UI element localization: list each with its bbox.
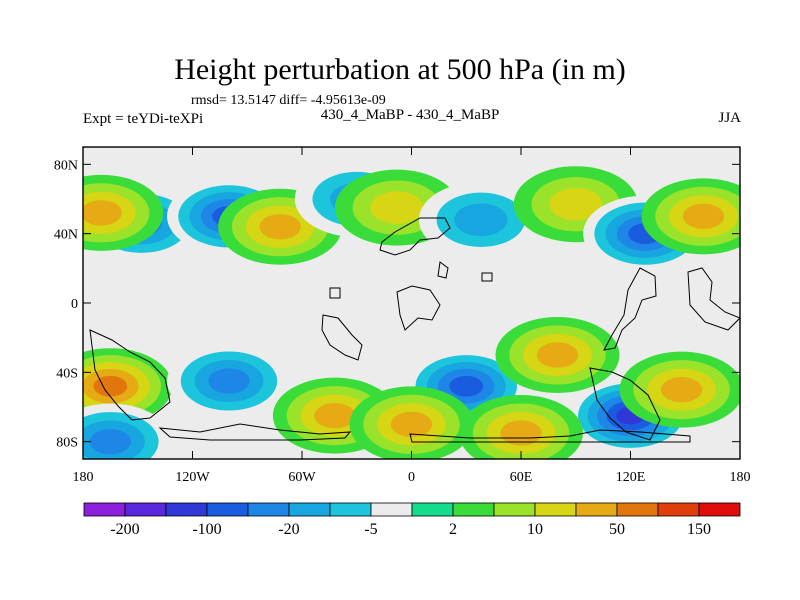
x-tick-label: 120W [175, 470, 210, 485]
colorbar-swatch [411, 502, 454, 517]
contour-sh-high-south-pacific-west [93, 375, 128, 397]
anomaly-sh-high-weddell [349, 386, 474, 459]
coastline-outlines [89, 217, 740, 443]
colorbar: -200 -100 -20 -5 2 10 50 150 [83, 502, 741, 538]
coastline-antarctic-left [158, 423, 352, 441]
colorbar-swatch [165, 502, 208, 517]
colorbar-label: 50 [609, 521, 625, 538]
anomaly-sh-high-south-indian [495, 317, 620, 393]
colorbar-label: 150 [687, 521, 711, 538]
statistics-label: rmsd= 13.5147 diff= -4.95613e-09 [191, 93, 386, 108]
anomaly-sh-high-southern-ocean [459, 395, 583, 459]
x-tick-label: 180 [73, 470, 94, 485]
colorbar-swatch [698, 502, 741, 517]
colorbar-swatch [370, 502, 413, 517]
anomaly-nh-low-europe [418, 181, 543, 258]
coastline-pacific-islands [687, 267, 740, 331]
contour-nh-high-far-east [682, 203, 725, 229]
season-label: JJA [718, 110, 741, 126]
chart-title: Height perturbation at 500 hPa (in m) [174, 53, 626, 86]
coastline-antarctic-right [409, 429, 691, 443]
x-tick-label: 60W [288, 470, 316, 485]
anomaly-nh-high-dateline [83, 174, 164, 251]
y-tick-label: 40N [54, 228, 78, 243]
colorbar-swatch [534, 502, 577, 517]
experiment-label: Expt = teYDi-teXPi [83, 111, 204, 127]
colorbar-label: -20 [278, 521, 299, 538]
colorbar-swatch [616, 502, 659, 517]
x-tick-label: 0 [408, 470, 415, 485]
colorbar-swatch [657, 502, 700, 517]
coastline-south-america [321, 314, 363, 361]
x-tick-label: 180 [730, 470, 751, 485]
coastline-north-america [379, 217, 451, 256]
contour-sh-high-south-indian [536, 342, 579, 368]
contour-sh-low-south-pacific [208, 368, 250, 394]
contour-nh-high-asia [549, 187, 603, 221]
coastline-west-pacific [89, 329, 171, 421]
y-tick-label: 0 [71, 297, 78, 312]
contour-sh-high-south-america [314, 403, 356, 429]
contour-sh-high-southern-ocean [500, 420, 542, 446]
contour-sh-high-weddell [390, 411, 433, 438]
colorbar-swatch [452, 502, 495, 517]
colorbar-label: -100 [192, 521, 221, 538]
colorbar-label: -5 [364, 521, 377, 538]
contour-sh-low-antarctic-edge [89, 429, 132, 455]
comparison-label: 430_4_MaBP - 430_4_MaBP [320, 107, 500, 123]
colorbar-swatch [493, 502, 536, 517]
y-tick-label: 80S [56, 436, 78, 451]
map-axes: 180 120W 60W 0 60E 120E 180 80N 40N 0 40S 80S [54, 147, 751, 485]
anomaly-sh-low-south-pacific [167, 343, 291, 419]
coastline-greenland [437, 261, 449, 279]
colorbar-swatch [329, 502, 372, 517]
contour-sh-low-south-atlantic [449, 375, 484, 397]
coastline-island-a [329, 287, 341, 299]
colorbar-swatch [206, 502, 249, 517]
coastline-australia [589, 367, 661, 441]
coastline-island-b [481, 272, 493, 282]
contour-nh-high-atlantic [370, 191, 424, 224]
contour-nh-high-east-pacific [259, 214, 301, 240]
anomaly-sh-high-south-pacific-west [83, 348, 173, 425]
colorbar-swatch [575, 502, 618, 517]
colorbar-swatch [288, 502, 331, 517]
x-tick-label: 120E [616, 470, 646, 485]
colorbar-label: 2 [449, 521, 457, 538]
contour-nh-high-dateline [83, 200, 122, 226]
anomaly-field [83, 147, 740, 459]
colorbar-swatch [124, 502, 167, 517]
anomaly-sh-low-antarctic-edge [83, 403, 173, 459]
coastline-africa [396, 285, 441, 331]
colorbar-swatch [83, 502, 126, 517]
contour-sh-high-australia [660, 377, 703, 403]
contour-nh-low-europe [454, 203, 508, 237]
colorbar-label: -200 [110, 521, 139, 538]
anomaly-nh-high-far-east [641, 178, 740, 255]
y-tick-label: 80N [54, 158, 78, 173]
colorbar-swatch [247, 502, 290, 517]
coastline-asia-east [603, 267, 657, 351]
anomaly-sh-high-australia [619, 351, 740, 428]
x-tick-label: 60E [510, 470, 533, 485]
colorbar-label: 10 [527, 521, 543, 538]
y-tick-label: 40S [56, 366, 78, 381]
